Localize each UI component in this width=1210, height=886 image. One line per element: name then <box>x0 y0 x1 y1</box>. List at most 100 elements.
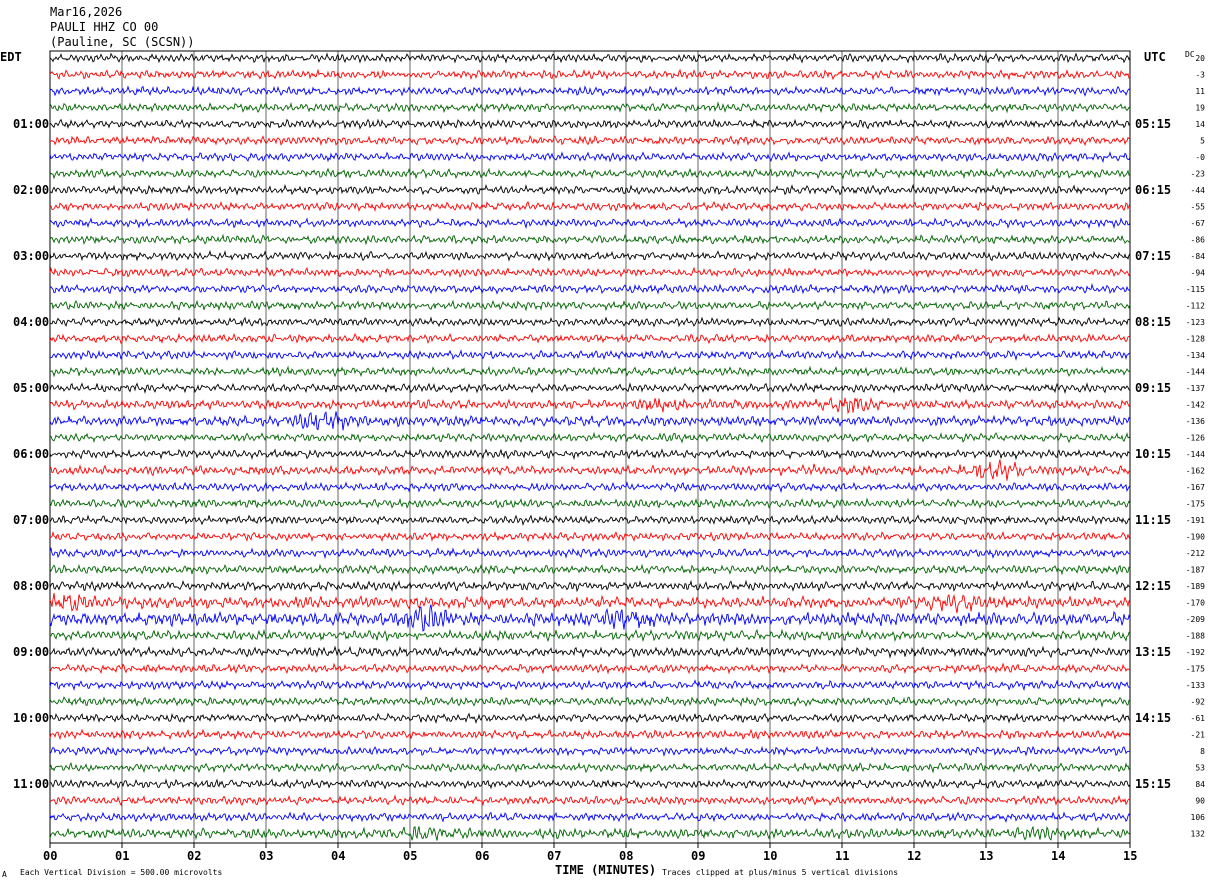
dc-offset-value: -92 <box>1191 698 1206 707</box>
edt-hour-label: 07:00 <box>13 513 49 527</box>
seismic-trace <box>49 459 1131 481</box>
dc-offset-value: -23 <box>1191 170 1206 179</box>
dc-offset-value: -112 <box>1186 302 1205 311</box>
dc-offset-value: -137 <box>1186 384 1205 393</box>
seismic-trace <box>49 696 1131 708</box>
dc-offset-value: -189 <box>1186 582 1205 591</box>
edt-hour-label: 02:00 <box>13 183 49 197</box>
dc-offset-value: -190 <box>1186 533 1205 542</box>
utc-hour-label: 10:15 <box>1135 447 1171 461</box>
edt-hour-label: 08:00 <box>13 579 49 593</box>
seismic-trace <box>49 604 1131 632</box>
dc-offset-value: 20 <box>1195 54 1205 63</box>
seismic-trace <box>49 794 1131 807</box>
edt-hour-label: 04:00 <box>13 315 49 329</box>
dc-offset-value: -3 <box>1195 71 1205 80</box>
seismic-trace <box>49 167 1131 180</box>
seismic-trace <box>49 745 1131 757</box>
dc-offset-value: -162 <box>1186 467 1205 476</box>
dc-offset-value: -134 <box>1186 351 1205 360</box>
dc-offset-value: 8 <box>1200 747 1205 756</box>
seismic-trace <box>49 811 1131 823</box>
edt-hour-label: 01:00 <box>13 117 49 131</box>
x-tick-label: 04 <box>331 849 345 863</box>
dc-offset-value: 14 <box>1195 120 1205 129</box>
x-tick-label: 01 <box>115 849 129 863</box>
dc-offset-labels: 20 -3 11 19 14 5 -0 -23 -44 -55 -67 -86 -84 -94 -115 -1… <box>1186 54 1205 839</box>
seismic-trace <box>49 349 1131 361</box>
utc-hour-label: 09:15 <box>1135 381 1171 395</box>
dc-offset-value: -170 <box>1186 599 1205 608</box>
dc-offset-value: -167 <box>1186 483 1205 492</box>
utc-hour-label: 06:15 <box>1135 183 1171 197</box>
seismic-trace <box>49 382 1131 394</box>
seismic-trace <box>49 118 1131 130</box>
edt-hour-label: 03:00 <box>13 249 49 263</box>
utc-hour-label: 13:15 <box>1135 645 1171 659</box>
x-tick-label: 15 <box>1123 849 1137 863</box>
seismic-trace <box>49 332 1131 345</box>
station-label: PAULI HHZ CO 00 <box>50 20 158 34</box>
dc-offset-value: 53 <box>1195 764 1205 773</box>
dc-offset-value: -209 <box>1186 615 1205 624</box>
utc-hour-label: 14:15 <box>1135 711 1171 725</box>
dc-offset-value: -44 <box>1191 186 1206 195</box>
left-hour-labels: 01:00 02:00 03:00 04:00 05:00 06:00 07:00 08:00… <box>13 117 49 791</box>
dc-offset-value: -175 <box>1186 665 1205 674</box>
x-tick-label: 14 <box>1051 849 1065 863</box>
edt-hour-label: 10:00 <box>13 711 49 725</box>
seismic-trace <box>49 448 1131 461</box>
seismic-trace <box>49 233 1131 246</box>
corner-mark: A <box>2 870 7 879</box>
seismic-trace <box>49 101 1131 114</box>
dc-offset-value: -67 <box>1191 219 1206 228</box>
utc-label: UTC <box>1144 50 1166 64</box>
dc-offset-value: -144 <box>1186 450 1205 459</box>
edt-label: EDT <box>0 50 22 64</box>
x-axis-ticks: 00 01 02 03 04 05 06 07 08 09 10 11 12 13 14 15 <box>43 843 1137 863</box>
seismic-trace <box>49 825 1131 841</box>
dc-offset-value: 90 <box>1195 797 1205 806</box>
dc-offset-value: -192 <box>1186 648 1205 657</box>
x-tick-label: 06 <box>475 849 489 863</box>
dc-offset-value: 84 <box>1195 780 1205 789</box>
seismic-trace <box>49 761 1131 774</box>
chart-grid <box>49 50 1131 844</box>
seismic-trace <box>49 645 1131 659</box>
dc-offset-value: -84 <box>1191 252 1206 261</box>
seismic-trace <box>49 299 1131 312</box>
x-tick-label: 00 <box>43 849 57 863</box>
seismic-trace <box>49 85 1131 98</box>
dc-offset-value: 106 <box>1191 813 1206 822</box>
dc-offset-value: -128 <box>1186 335 1205 344</box>
seismic-trace <box>49 365 1131 378</box>
right-hour-labels: 05:15 06:15 07:15 08:15 09:15 10:15 11:15 12:15… <box>1135 117 1171 791</box>
dc-offset-value: -21 <box>1191 731 1206 740</box>
x-tick-label: 11 <box>835 849 849 863</box>
seismic-trace <box>49 396 1131 415</box>
utc-hour-label: 11:15 <box>1135 513 1171 527</box>
utc-hour-label: 12:15 <box>1135 579 1171 593</box>
dc-offset-value: -212 <box>1186 549 1205 558</box>
plot-frame <box>49 50 1131 844</box>
seismic-trace <box>49 778 1131 790</box>
x-tick-label: 05 <box>403 849 417 863</box>
seismic-trace <box>49 316 1131 328</box>
seismic-trace <box>49 563 1131 576</box>
seismic-trace <box>49 728 1131 741</box>
dc-offset-value: -142 <box>1186 401 1205 410</box>
dc-offset-value: -191 <box>1186 516 1205 525</box>
dc-offset-value: -136 <box>1186 417 1205 426</box>
seismic-trace <box>49 249 1131 262</box>
seismic-trace <box>49 497 1131 510</box>
seismic-trace <box>49 514 1131 527</box>
seismic-trace <box>49 662 1131 675</box>
dc-offset-value: 11 <box>1195 87 1205 96</box>
seismic-trace <box>49 679 1131 692</box>
dc-offset-value: -175 <box>1186 500 1205 509</box>
scale-note: Each Vertical Division = 500.00 microvol… <box>20 868 222 877</box>
trace-group <box>49 52 1131 841</box>
utc-hour-label: 15:15 <box>1135 777 1171 791</box>
seismic-trace <box>49 530 1131 543</box>
